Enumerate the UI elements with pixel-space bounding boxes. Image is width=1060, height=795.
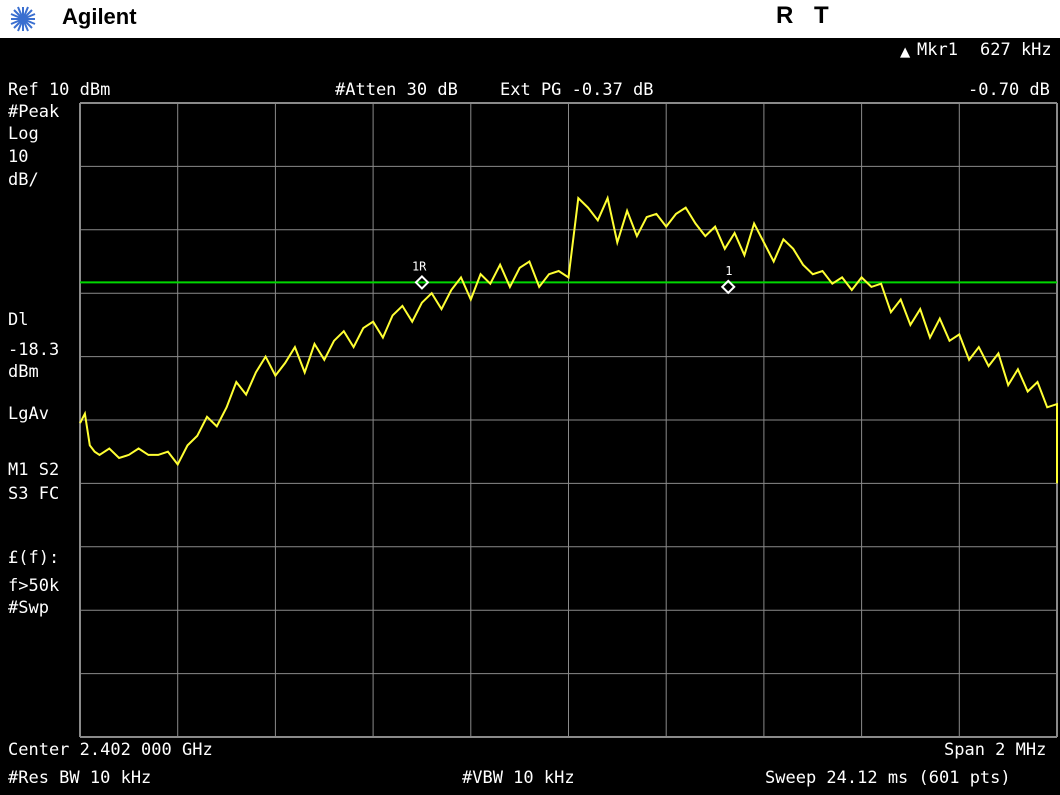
delta-marker: 1 [720,264,736,295]
marker-amplitude: -0.70 dB [968,80,1050,100]
average-type: LgAv [8,404,49,424]
trace-line [79,194,1058,484]
delta-marker-diamond [720,279,736,295]
reference-marker-diamond [414,275,430,290]
display-line-unit: dBm [8,362,39,382]
status-r: R [776,2,794,29]
marker-frequency: 627 kHz [980,40,1052,60]
scale-value: 10 [8,147,29,167]
external-gain: Ext PG -0.37 dB [500,80,654,100]
display-line-label: Dl [8,310,29,330]
marker-state-b: S3 FC [8,484,60,504]
reference-level: Ref 10 dBm [8,80,111,100]
video-bandwidth: #VBW 10 kHz [462,768,575,788]
resolution-bandwidth: #Res BW 10 kHz [8,768,152,788]
center-frequency: Center 2.402 000 GHz [8,740,213,760]
span: Span 2 MHz [944,740,1047,760]
delta-marker-label: 1 [725,264,732,278]
detector-mode: #Peak [8,102,60,122]
marker-state-a: M1 S2 [8,460,60,480]
reference-marker: 1R [412,259,430,290]
scale-type: Log [8,124,39,144]
function-label: £(f): [8,548,60,568]
display-line-value: -18.3 [8,340,60,360]
attenuation: #Atten 30 dB [335,80,458,100]
delta-marker-icon: ▲ [900,42,911,62]
status-t: T [814,2,829,29]
scale-unit: dB/ [8,170,39,190]
reference-marker-label: 1R [412,259,427,273]
filter-label: f>50k [8,576,60,596]
graticule [79,102,1058,738]
sweep-time: Sweep 24.12 ms (601 pts) [765,768,1011,788]
brand-name: Agilent [62,4,137,29]
title-bar: Agilent R T [0,0,1060,38]
agilent-spark-icon [10,6,36,32]
marker-label: Mkr1 [917,40,958,60]
sweep-mode: #Swp [8,598,49,618]
